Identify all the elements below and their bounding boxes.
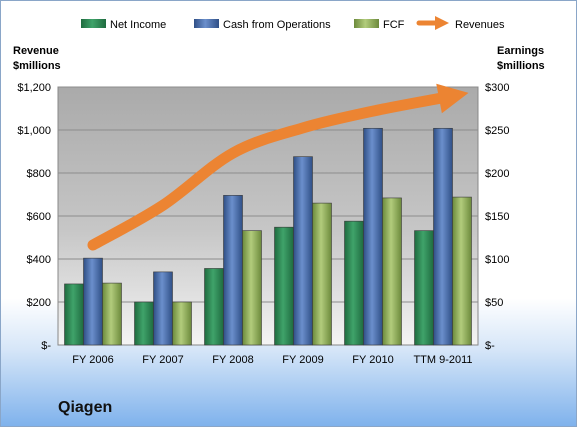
right-tick-label: $300	[485, 82, 509, 94]
left-tick-label: $1,200	[17, 82, 51, 94]
revenue-arrow-shaft	[87, 92, 449, 251]
right-axis-title-line1: Earnings	[497, 45, 544, 57]
legend-swatch-cash-from-operations	[194, 19, 219, 28]
x-tick-label: FY 2008	[212, 354, 253, 366]
x-tick-label: FY 2006	[72, 354, 113, 366]
right-tick-label: $150	[485, 211, 509, 223]
left-axis-title-line1: Revenue	[13, 45, 59, 57]
bar-net-income	[134, 301, 154, 346]
bar-fcf	[382, 197, 402, 346]
bar-series	[64, 127, 472, 346]
bar-net-income	[344, 220, 364, 346]
legend-swatch-net-income	[81, 19, 106, 28]
right-tick-label: $50	[485, 297, 503, 309]
left-tick-label: $200	[27, 297, 51, 309]
legend-label-revenues: Revenues	[455, 19, 505, 31]
revenue-arrow-head	[436, 83, 469, 114]
legend-label-net-income: Net Income	[110, 19, 166, 31]
bar-fcf	[312, 202, 332, 346]
bar-fcf	[452, 196, 472, 346]
x-tick-label: FY 2009	[282, 354, 323, 366]
revenue-arrow	[87, 83, 469, 251]
right-axis-title-line2: $millions	[497, 60, 545, 72]
x-tick-label: FY 2007	[142, 354, 183, 366]
left-axis-title-line2: $millions	[13, 60, 61, 72]
bar-net-income	[64, 283, 84, 346]
left-tick-label: $-	[41, 340, 51, 352]
x-tick-label: FY 2010	[352, 354, 393, 366]
bar-cash-from-operations	[363, 127, 383, 346]
bar-fcf	[102, 282, 122, 346]
left-tick-label: $1,000	[17, 125, 51, 137]
right-tick-label: $100	[485, 254, 509, 266]
bar-net-income	[414, 230, 434, 346]
legend-swatch-revenues	[416, 16, 449, 30]
legend: Net Income Cash from Operations FCF Reve…	[81, 16, 505, 31]
bar-cash-from-operations	[293, 156, 313, 346]
bar-net-income	[274, 226, 294, 346]
bar-cash-from-operations	[433, 127, 453, 346]
legend-label-fcf: FCF	[383, 19, 405, 31]
left-tick-label: $800	[27, 168, 51, 180]
bar-fcf	[172, 301, 192, 346]
bar-cash-from-operations	[153, 271, 173, 346]
x-axis-ticks: FY 2006 FY 2007 FY 2008 FY 2009 FY 2010 TTM 9…	[72, 354, 472, 366]
right-tick-label: $250	[485, 125, 509, 137]
company-name: Qiagen	[58, 399, 113, 416]
bar-net-income	[204, 268, 224, 346]
left-tick-label: $600	[27, 211, 51, 223]
x-tick-label: TTM 9-2011	[413, 354, 472, 366]
left-tick-label: $400	[27, 254, 51, 266]
right-axis-ticks: $- $50 $100 $150 $200 $250 $300	[485, 82, 509, 352]
right-tick-label: $-	[485, 340, 495, 352]
bar-cash-from-operations	[223, 195, 243, 346]
bar-fcf	[242, 230, 262, 346]
right-tick-label: $200	[485, 168, 509, 180]
legend-swatch-fcf	[354, 19, 379, 28]
left-axis-ticks: $- $200 $400 $600 $800 $1,000 $1,200	[17, 82, 51, 352]
legend-label-cash-from-operations: Cash from Operations	[223, 19, 331, 31]
gridlines	[58, 86, 478, 303]
bar-cash-from-operations	[83, 257, 103, 346]
